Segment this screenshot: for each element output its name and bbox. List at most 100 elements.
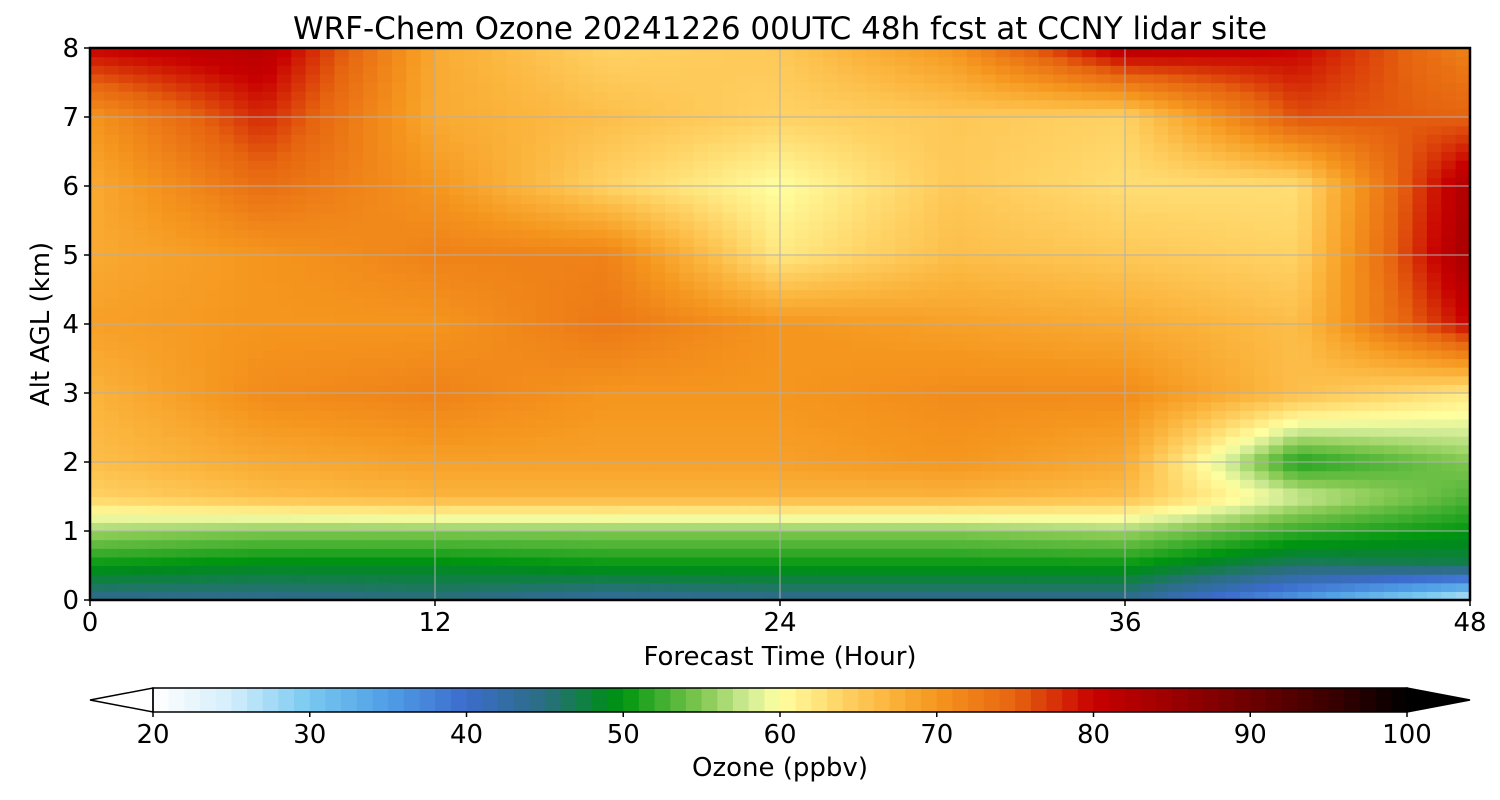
heatmap-cell	[1096, 513, 1112, 523]
heatmap-cell	[262, 410, 278, 420]
heatmap-cell	[866, 237, 882, 247]
heatmap-cell	[909, 289, 925, 299]
heatmap-cell	[276, 272, 292, 282]
heatmap-cell	[190, 280, 206, 291]
heatmap-cell	[736, 263, 752, 273]
heatmap-cell	[1053, 487, 1069, 498]
heatmap-cell	[564, 151, 580, 161]
heatmap-cell	[176, 410, 192, 420]
heatmap-cell	[233, 375, 249, 385]
heatmap-cell	[593, 479, 609, 489]
heatmap-cell	[837, 479, 853, 489]
heatmap-cell	[966, 341, 982, 351]
heatmap-cell	[463, 531, 479, 541]
heatmap-cell	[190, 591, 206, 600]
heatmap-cell	[1283, 436, 1299, 446]
heatmap-cell	[535, 591, 551, 600]
heatmap-cell	[708, 479, 724, 489]
heatmap-cell	[391, 505, 407, 515]
heatmap-cell	[1110, 418, 1126, 429]
heatmap-cell	[895, 349, 910, 360]
heatmap-cell	[1283, 203, 1299, 213]
heatmap-cell	[291, 418, 307, 429]
heatmap-cell	[276, 341, 292, 351]
heatmap-cell	[1196, 211, 1212, 222]
heatmap-cell	[851, 272, 867, 282]
heatmap-cell	[708, 505, 724, 515]
heatmap-cell	[1038, 505, 1054, 515]
heatmap-cell	[435, 513, 450, 523]
heatmap-cell	[449, 539, 465, 549]
heatmap-cell	[1297, 513, 1313, 523]
heatmap-cell	[406, 522, 422, 532]
heatmap-cell	[147, 531, 163, 541]
heatmap-cell	[1010, 410, 1025, 420]
heatmap-cell	[535, 479, 551, 489]
heatmap-cell	[550, 186, 565, 196]
heatmap-cell	[233, 410, 249, 420]
heatmap-cell	[564, 487, 580, 498]
heatmap-cell	[938, 324, 954, 334]
heatmap-cell	[550, 341, 565, 351]
heatmap-cell	[1254, 401, 1270, 411]
heatmap-cell	[1081, 324, 1097, 334]
heatmap-cell	[406, 177, 422, 187]
heatmap-cell	[118, 315, 134, 325]
heatmap-cell	[133, 453, 149, 463]
heatmap-cell	[535, 358, 551, 368]
heatmap-cell	[262, 211, 278, 222]
heatmap-cell	[866, 168, 882, 178]
heatmap-cell	[952, 280, 968, 291]
heatmap-cell	[765, 263, 781, 273]
heatmap-cell	[348, 487, 364, 498]
heatmap-cell	[291, 375, 307, 385]
heatmap-cell	[736, 211, 752, 222]
heatmap-cell	[1297, 375, 1313, 385]
heatmap-cell	[1369, 341, 1385, 351]
heatmap-cell	[1355, 393, 1370, 403]
heatmap-cell	[320, 539, 335, 549]
heatmap-cell	[205, 531, 220, 541]
heatmap-cell	[449, 401, 465, 411]
heatmap-cell	[1225, 349, 1241, 360]
heatmap-cell	[1038, 298, 1054, 308]
heatmap-cell	[708, 393, 724, 403]
heatmap-cell	[952, 358, 968, 368]
heatmap-cell	[895, 375, 910, 385]
heatmap-cell	[334, 151, 350, 161]
heatmap-cell	[1340, 487, 1356, 498]
heatmap-cell	[794, 237, 810, 247]
heatmap-cell	[1081, 306, 1097, 316]
heatmap-cell	[463, 194, 479, 204]
heatmap-cell	[320, 168, 335, 178]
heatmap-cell	[736, 479, 752, 489]
heatmap-cell	[952, 384, 968, 394]
heatmap-cell	[1311, 306, 1327, 316]
heatmap-cell	[1053, 522, 1069, 532]
heatmap-cell	[1426, 177, 1442, 187]
heatmap-cell	[1383, 246, 1399, 256]
heatmap-cell	[578, 548, 594, 558]
heatmap-cell	[880, 548, 896, 558]
heatmap-cell	[1297, 341, 1313, 351]
heatmap-cell	[262, 220, 278, 230]
heatmap-cell	[866, 341, 882, 351]
heatmap-cell	[909, 186, 925, 196]
heatmap-cell	[1297, 479, 1313, 489]
heatmap-cell	[794, 462, 810, 472]
heatmap-cell	[377, 565, 393, 575]
heatmap-cell	[751, 280, 767, 291]
heatmap-cell	[923, 220, 939, 230]
heatmap-cell	[305, 280, 321, 291]
heatmap-cell	[147, 341, 163, 351]
heatmap-cell	[1240, 470, 1255, 480]
heatmap-cell	[104, 427, 120, 437]
heatmap-cell	[1340, 272, 1356, 282]
heatmap-cell	[291, 548, 307, 558]
heatmap-cell	[176, 531, 192, 541]
heatmap-cell	[693, 229, 709, 239]
heatmap-cell	[176, 349, 192, 360]
heatmap-cell	[794, 565, 810, 575]
heatmap-cell	[334, 384, 350, 394]
heatmap-cell	[578, 151, 594, 161]
